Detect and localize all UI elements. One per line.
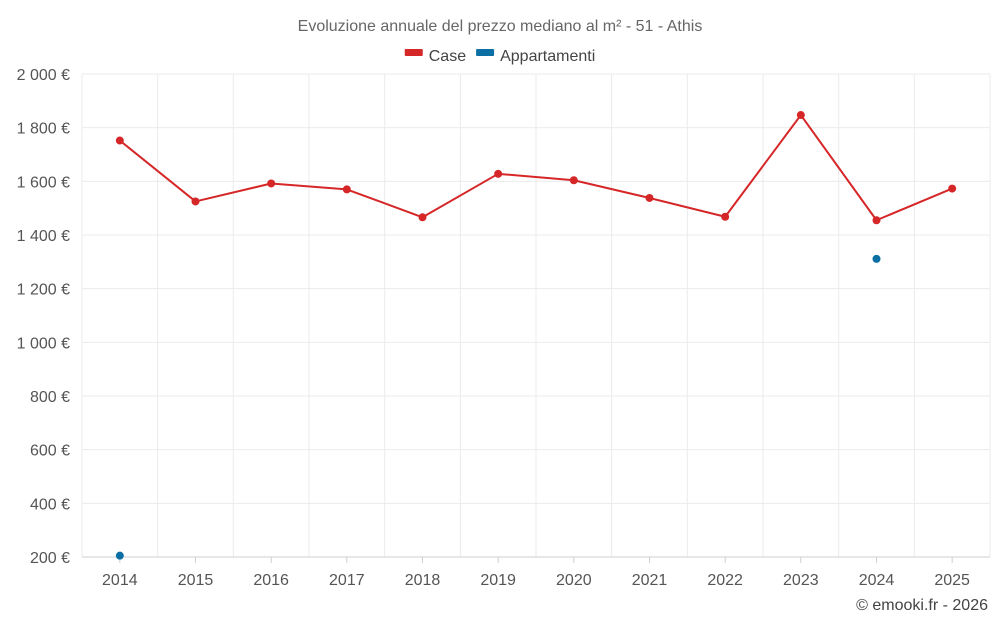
legend-swatch [404,49,423,56]
y-tick-label: 400 € [30,496,70,513]
data-point[interactable] [721,212,730,221]
data-point[interactable] [948,184,957,193]
data-point[interactable] [418,213,427,222]
data-point[interactable] [872,216,881,225]
x-axis: 2014 2015 2016 2017 2018 2019 2020 2021 2022 2023… [82,556,990,589]
x-tick-label: 2022 [707,572,743,589]
data-point[interactable] [494,169,503,178]
x-tick-label: 2020 [556,572,592,589]
x-tick-label: 2014 [102,572,138,589]
y-tick-label: 200 € [30,550,70,567]
x-tick-label: 2021 [632,572,668,589]
y-tick-label: 800 € [30,389,70,406]
series-case [115,111,957,225]
x-tick-label: 2018 [405,572,441,589]
series-line [119,114,953,222]
data-point[interactable] [191,197,200,206]
legend-item-appartamenti[interactable]: Appartamenti [476,48,595,65]
series-appartamenti [115,254,881,560]
y-tick-label: 1 200 € [17,282,70,299]
y-tick-label: 2 000 € [17,67,70,84]
credit-text: © emooki.fr - 2026 [856,597,988,614]
data-point[interactable] [267,179,276,188]
y-tick-label: 1 800 € [17,121,70,138]
legend-item-case[interactable]: Case [404,48,466,65]
data-point[interactable] [872,254,881,263]
y-tick-label: 1 600 € [17,174,70,191]
x-tick-label: 2015 [178,572,214,589]
data-point[interactable] [115,136,124,145]
legend-label: Appartamenti [500,48,595,65]
x-tick-label: 2023 [783,572,819,589]
x-tick-label: 2019 [480,572,516,589]
y-tick-label: 600 € [30,443,70,460]
x-tick-label: 2016 [253,572,289,589]
x-tick-label: 2017 [329,572,365,589]
data-point[interactable] [796,111,805,120]
legend-label: Case [429,48,466,65]
legend: Case Appartamenti [404,48,595,65]
data-point[interactable] [645,193,654,202]
legend-swatch [476,49,495,56]
x-tick-label: 2024 [859,572,895,589]
chart-title: Evoluzione annuale del prezzo mediano al… [298,18,703,35]
y-tick-label: 1 000 € [17,335,70,352]
data-point[interactable] [342,185,351,194]
series-layer [115,111,957,560]
data-point[interactable] [115,551,124,560]
grid [81,73,991,558]
y-axis: 200 € 400 € 600 € 800 € 1 000 € 1 200 € 1 400 … [17,67,70,567]
data-point[interactable] [569,176,578,185]
x-tick-label: 2025 [934,572,970,589]
y-tick-label: 1 400 € [17,228,70,245]
